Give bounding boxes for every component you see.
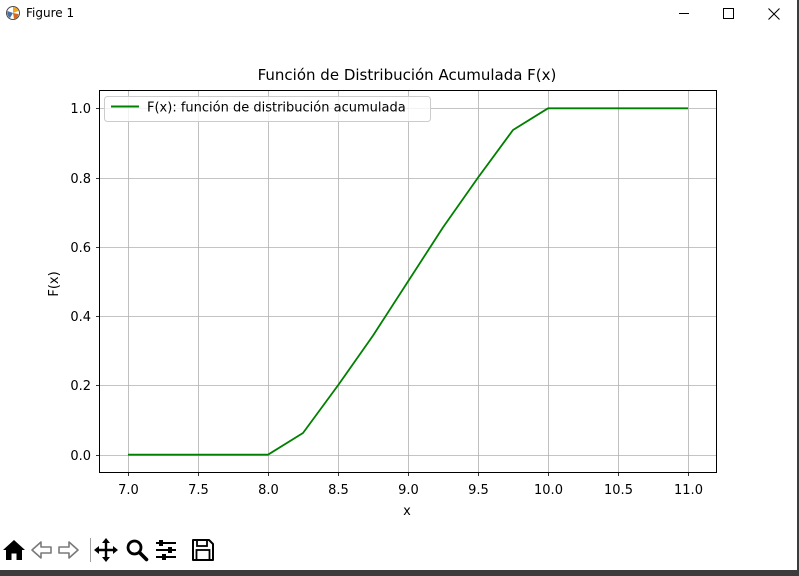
zoom-button[interactable] bbox=[124, 537, 150, 563]
figure-canvas[interactable]: 7.0 7.5 8.0 8.5 9.0 9.5 10.0 10.5 11.0 0.0 0.2 0.4… bbox=[0, 28, 797, 528]
configure-subplots-icon bbox=[156, 540, 176, 560]
series-line bbox=[128, 107, 688, 456]
x-axis: 7.0 7.5 8.0 8.5 9.0 9.5 10.0 10.5 11.0 bbox=[118, 472, 703, 498]
pan-button[interactable] bbox=[93, 537, 119, 563]
y-tick-label: 0.2 bbox=[70, 379, 91, 394]
home-icon bbox=[3, 540, 25, 560]
chart-title: Función de Distribución Acumulada F(x) bbox=[258, 66, 557, 84]
y-axis: 0.0 0.2 0.4 0.6 0.8 1.0 bbox=[70, 102, 100, 464]
minimize-icon bbox=[679, 13, 689, 14]
toolbar-separator bbox=[90, 538, 91, 562]
zoom-magnifier-icon bbox=[126, 539, 149, 562]
home-button[interactable] bbox=[1, 537, 27, 563]
window-title: Figure 1 bbox=[26, 6, 75, 20]
back-button[interactable] bbox=[29, 537, 55, 563]
x-tick-label: 11.0 bbox=[674, 483, 703, 498]
x-tick-label: 7.0 bbox=[118, 483, 139, 498]
plot-frame bbox=[99, 90, 717, 473]
window-edge bbox=[797, 0, 799, 576]
configure-subplots-button[interactable] bbox=[153, 537, 179, 563]
chart: 7.0 7.5 8.0 8.5 9.0 9.5 10.0 10.5 11.0 0.0 0.2 0.4… bbox=[0, 28, 797, 528]
x-tick-label: 7.5 bbox=[188, 483, 209, 498]
forward-arrow-icon bbox=[58, 541, 79, 559]
legend: F(x): función de distribución acumulada bbox=[104, 96, 431, 122]
maximize-icon bbox=[723, 8, 734, 19]
minimize-button[interactable] bbox=[661, 0, 707, 28]
pan-move-icon bbox=[94, 538, 118, 562]
y-tick-label: 0.8 bbox=[70, 172, 91, 187]
x-axis-label: x bbox=[403, 504, 411, 519]
navigation-toolbar bbox=[0, 528, 797, 570]
back-arrow-icon bbox=[31, 541, 52, 559]
close-button[interactable] bbox=[751, 0, 797, 28]
legend-label: F(x): función de distribución acumulada bbox=[147, 101, 406, 116]
x-tick-label: 9.5 bbox=[468, 483, 489, 498]
title-bar: Figure 1 bbox=[0, 0, 799, 28]
y-tick-label: 0.0 bbox=[70, 449, 91, 464]
x-tick-label: 8.5 bbox=[328, 483, 349, 498]
y-tick-label: 0.4 bbox=[70, 310, 91, 325]
y-tick-label: 1.0 bbox=[70, 102, 91, 117]
x-tick-label: 10.5 bbox=[604, 483, 633, 498]
x-tick-label: 10.0 bbox=[534, 483, 563, 498]
save-button[interactable] bbox=[190, 537, 216, 563]
taskbar-edge bbox=[0, 570, 799, 576]
legend-box bbox=[104, 96, 431, 122]
x-tick-label: 8.0 bbox=[258, 483, 279, 498]
save-floppy-icon bbox=[192, 539, 214, 561]
y-tick-label: 0.6 bbox=[70, 241, 91, 256]
matplotlib-figure-icon bbox=[6, 6, 20, 20]
x-tick-label: 9.0 bbox=[398, 483, 419, 498]
forward-button[interactable] bbox=[55, 537, 81, 563]
maximize-button[interactable] bbox=[705, 0, 751, 28]
close-icon bbox=[768, 8, 780, 20]
y-axis-label: F(x) bbox=[47, 271, 62, 296]
